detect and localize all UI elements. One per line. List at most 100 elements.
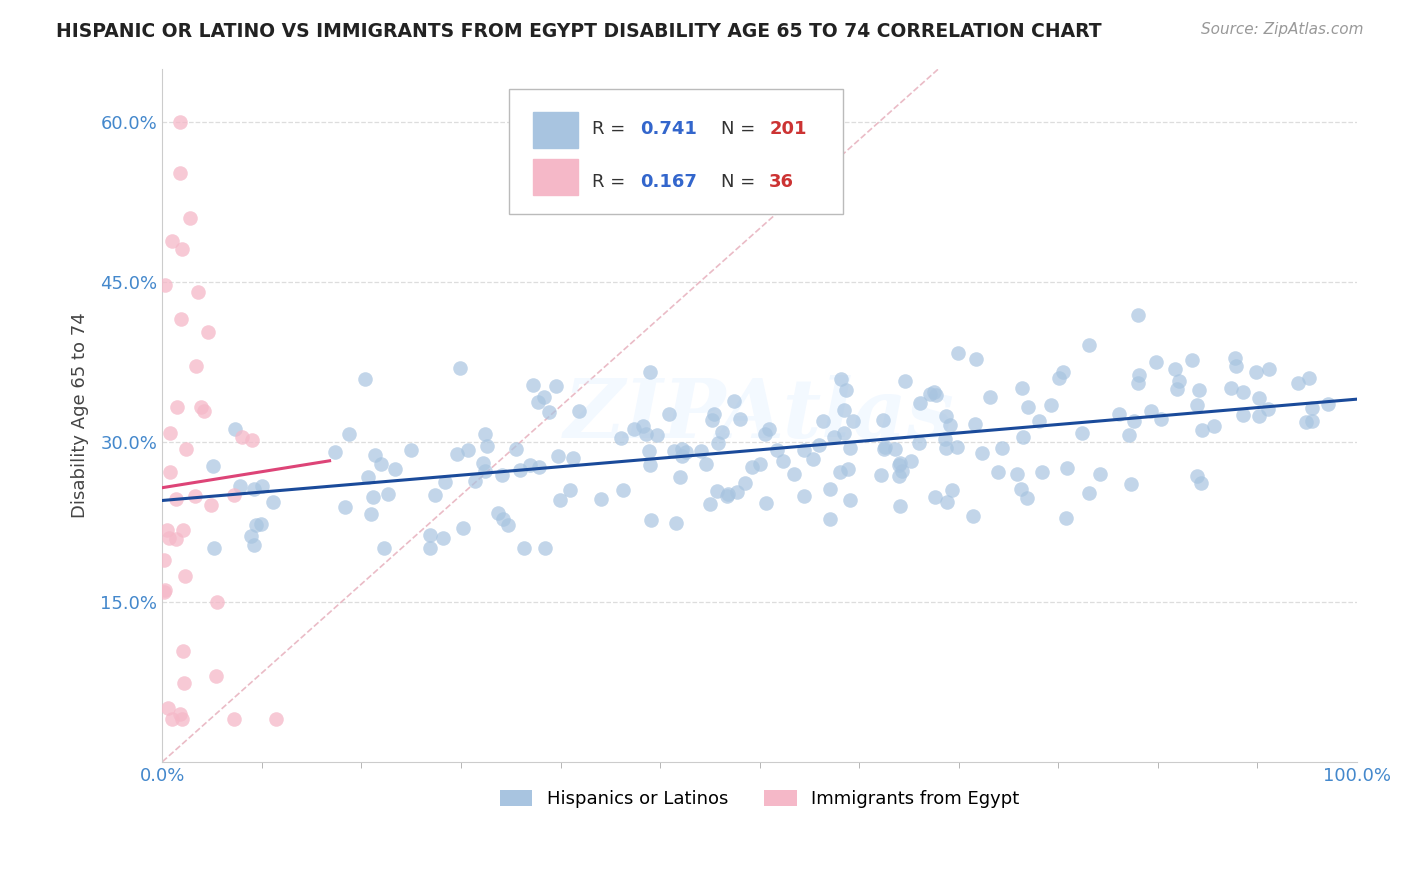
Point — [157, 531, 180, 545]
Point — [1202, 419, 1225, 434]
Point — [1078, 486, 1101, 500]
Point — [231, 430, 253, 444]
Point — [1149, 412, 1171, 426]
Point — [589, 492, 612, 507]
Point — [190, 401, 212, 415]
Point — [1077, 338, 1099, 352]
Point — [1232, 385, 1254, 400]
Point — [364, 448, 387, 462]
Point — [665, 516, 688, 530]
Point — [765, 442, 787, 457]
FancyBboxPatch shape — [509, 89, 844, 214]
Point — [936, 494, 959, 508]
Point — [162, 712, 184, 726]
Point — [449, 361, 471, 376]
Point — [538, 404, 561, 418]
Point — [991, 442, 1014, 456]
Point — [710, 425, 733, 440]
Point — [979, 390, 1001, 404]
Point — [920, 387, 942, 401]
Point — [240, 434, 263, 448]
Legend: Hispanics or Latinos, Immigrants from Egypt: Hispanics or Latinos, Immigrants from Eg… — [492, 782, 1026, 815]
Point — [640, 365, 662, 379]
Bar — [533, 159, 578, 194]
Point — [842, 414, 865, 428]
Point — [360, 507, 382, 521]
Point — [890, 464, 912, 478]
Point — [529, 460, 551, 475]
Text: ZIPAtlas: ZIPAtlas — [564, 376, 955, 455]
Point — [1071, 425, 1094, 440]
Point — [153, 583, 176, 598]
Point — [169, 166, 191, 180]
Point — [222, 487, 245, 501]
Point — [1015, 491, 1038, 506]
Point — [703, 407, 725, 421]
Text: N =: N = — [721, 120, 762, 138]
Point — [250, 517, 273, 532]
Point — [522, 377, 544, 392]
Point — [373, 541, 395, 556]
Point — [946, 440, 969, 454]
Point — [610, 431, 633, 445]
Point — [1118, 427, 1140, 442]
Point — [922, 384, 945, 399]
Point — [749, 457, 772, 471]
Point — [169, 706, 191, 721]
Point — [562, 451, 585, 466]
Point — [377, 486, 399, 500]
Point — [1010, 482, 1032, 496]
Point — [172, 523, 194, 537]
Point — [1247, 409, 1270, 424]
Point — [357, 469, 380, 483]
Point — [370, 457, 392, 471]
Point — [337, 427, 360, 442]
Point — [1017, 400, 1039, 414]
Point — [889, 500, 911, 514]
Point — [823, 429, 845, 443]
Point — [725, 485, 748, 500]
Point — [634, 427, 657, 442]
Point — [1052, 365, 1074, 379]
Point — [820, 482, 842, 496]
Point — [1123, 414, 1146, 428]
Point — [496, 518, 519, 533]
Point — [934, 433, 956, 447]
Point — [837, 462, 859, 476]
Point — [419, 528, 441, 542]
Point — [987, 465, 1010, 479]
Point — [907, 435, 929, 450]
Point — [935, 442, 957, 456]
Text: Source: ZipAtlas.com: Source: ZipAtlas.com — [1201, 22, 1364, 37]
Point — [193, 404, 215, 418]
Point — [820, 511, 842, 525]
Point — [887, 469, 910, 483]
Point — [638, 458, 661, 472]
Point — [1039, 398, 1062, 412]
Point — [671, 450, 693, 464]
Point — [1028, 414, 1050, 428]
Point — [1164, 361, 1187, 376]
Point — [434, 475, 457, 489]
Point — [1317, 397, 1340, 411]
Point — [873, 442, 896, 456]
Point — [925, 388, 948, 402]
Point — [1166, 382, 1188, 396]
Point — [1191, 423, 1213, 437]
Point — [1244, 365, 1267, 379]
Point — [870, 468, 893, 483]
Point — [758, 422, 780, 436]
Point — [1219, 381, 1241, 395]
Point — [250, 478, 273, 492]
Point — [946, 346, 969, 360]
Point — [527, 395, 550, 409]
Point — [204, 541, 226, 556]
Text: HISPANIC OR LATINO VS IMMIGRANTS FROM EGYPT DISABILITY AGE 65 TO 74 CORRELATION : HISPANIC OR LATINO VS IMMIGRANTS FROM EG… — [56, 22, 1102, 41]
Point — [671, 442, 693, 456]
Point — [197, 325, 219, 339]
Point — [793, 489, 815, 503]
Point — [165, 532, 187, 546]
Point — [772, 454, 794, 468]
Point — [1257, 401, 1279, 416]
Point — [173, 676, 195, 690]
